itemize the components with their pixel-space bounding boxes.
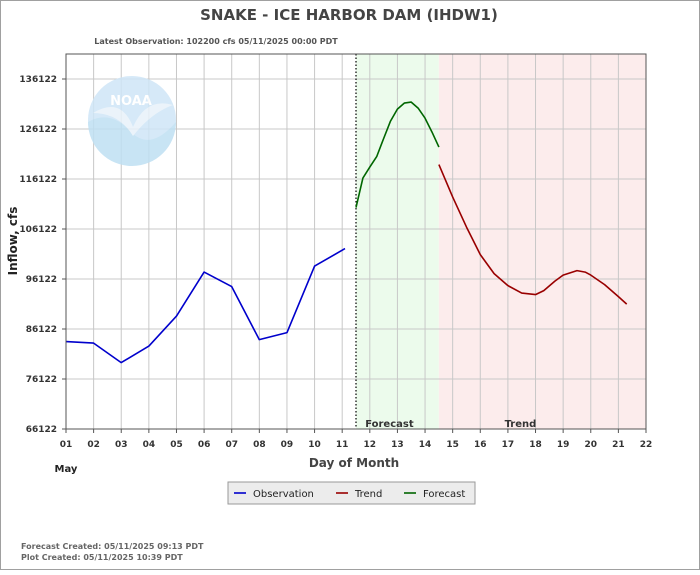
x-tick-label: 01	[60, 440, 73, 450]
x-axis-label: Day of Month	[309, 456, 399, 470]
x-tick-label: 14	[419, 440, 432, 450]
forecast-region-label: Forecast	[365, 419, 414, 430]
trend-region-label: Trend	[505, 419, 537, 430]
y-axis-ticks: 66122 76122 86122 96122 106122 116122 126122 13…	[19, 75, 66, 435]
x-tick-label: 13	[391, 440, 404, 450]
y-axis-label: Inflow, cfs	[6, 207, 20, 276]
legend-items: Observation Trend Forecast	[234, 489, 465, 500]
latest-observation-text: Latest Observation: 102200 cfs 05/11/202…	[94, 37, 338, 46]
x-tick-label: 22	[640, 440, 653, 450]
series-layer	[65, 101, 628, 364]
series-line-trend	[438, 164, 628, 305]
y-tick-label: 66122	[26, 425, 57, 435]
x-axis-month-label: May	[55, 464, 78, 475]
y-tick-label: 106122	[19, 225, 57, 235]
legend-label-trend: Trend	[354, 489, 382, 500]
trend-region	[438, 54, 646, 429]
y-tick-label: 96122	[26, 275, 57, 285]
y-tick-label: 126122	[19, 125, 57, 135]
legend-label-forecast: Forecast	[423, 489, 465, 500]
plot-area: NOAA Forecast Trend	[65, 53, 647, 430]
x-tick-label: 09	[281, 440, 294, 450]
noaa-logo: NOAA	[88, 76, 176, 166]
x-tick-label: 11	[336, 440, 349, 450]
x-axis-ticks: 01 02 03 04 05 06 07 08 09 10 11 12 13 14 15 16 17 18 19 20…	[60, 429, 653, 450]
series-line-observation	[65, 247, 346, 364]
x-tick-label: 03	[115, 440, 128, 450]
noaa-logo-text: NOAA	[110, 94, 152, 109]
noaa-logo-gull	[93, 103, 173, 136]
noaa-logo-sea	[88, 117, 176, 166]
x-tick-label: 21	[612, 440, 625, 450]
forecast-created-text: Forecast Created: 05/11/2025 09:13 PDT	[21, 542, 204, 551]
legend-box	[227, 481, 476, 505]
x-tick-label: 18	[529, 440, 542, 450]
series-line-forecast	[355, 101, 440, 208]
y-tick-label: 116122	[19, 175, 57, 185]
x-tick-label: 05	[170, 440, 183, 450]
x-tick-label: 04	[143, 440, 156, 450]
x-tick-label: 10	[308, 440, 321, 450]
y-tick-label: 76122	[26, 375, 57, 385]
x-tick-label: 20	[584, 440, 597, 450]
x-tick-label: 02	[87, 440, 100, 450]
legend-label-observation: Observation	[253, 489, 314, 500]
x-tick-label: 07	[225, 440, 238, 450]
x-tick-label: 19	[557, 440, 570, 450]
x-tick-label: 16	[474, 440, 487, 450]
x-tick-label: 17	[502, 440, 515, 450]
chart-title: SNAKE - ICE HARBOR DAM (IHDW1)	[200, 6, 498, 24]
y-tick-label: 136122	[19, 75, 57, 85]
x-tick-label: 15	[446, 440, 459, 450]
x-tick-label: 12	[364, 440, 377, 450]
x-tick-label: 06	[198, 440, 211, 450]
plot-created-text: Plot Created: 05/11/2025 10:39 PDT	[21, 553, 183, 562]
y-tick-label: 86122	[26, 325, 57, 335]
plot-border	[65, 53, 647, 430]
legend: Observation Trend Forecast	[227, 481, 476, 505]
x-tick-label: 08	[253, 440, 266, 450]
